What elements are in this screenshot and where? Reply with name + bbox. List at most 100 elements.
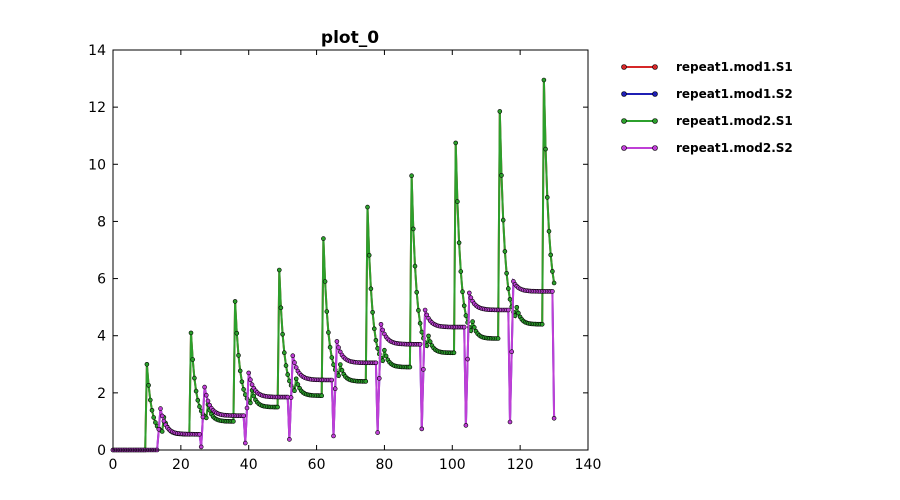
data-point bbox=[380, 327, 386, 333]
data-point bbox=[419, 329, 425, 335]
data-point bbox=[283, 363, 289, 368]
data-point bbox=[193, 388, 199, 394]
data-point bbox=[244, 405, 250, 411]
data-point bbox=[370, 309, 375, 315]
data-point bbox=[149, 407, 155, 413]
y-tick-label: 8 bbox=[97, 214, 106, 230]
data-point bbox=[417, 341, 423, 347]
y-tick-label: 12 bbox=[88, 100, 106, 116]
data-point bbox=[458, 269, 464, 274]
data-point bbox=[331, 433, 336, 439]
data-point bbox=[514, 304, 520, 310]
x-tick-label: 40 bbox=[240, 457, 258, 473]
legend-label: repeat1.mod2.S1 bbox=[676, 114, 793, 128]
data-point bbox=[502, 249, 508, 254]
data-point bbox=[329, 355, 335, 360]
data-point bbox=[551, 280, 557, 286]
data-point bbox=[455, 199, 460, 204]
data-point bbox=[419, 426, 425, 432]
data-point bbox=[293, 376, 299, 382]
data-point bbox=[292, 388, 297, 394]
data-point bbox=[144, 361, 150, 367]
data-point bbox=[451, 350, 457, 356]
data-point bbox=[324, 309, 330, 314]
data-point bbox=[500, 217, 506, 223]
data-point bbox=[159, 429, 165, 434]
data-point bbox=[463, 313, 469, 318]
data-point bbox=[290, 353, 296, 359]
data-point bbox=[497, 109, 503, 114]
data-point bbox=[543, 146, 548, 152]
data-point bbox=[499, 173, 504, 178]
data-point bbox=[509, 349, 515, 355]
data-point bbox=[417, 320, 423, 326]
data-point bbox=[463, 423, 469, 428]
data-point bbox=[151, 415, 156, 420]
data-point bbox=[192, 375, 197, 381]
legend-label: repeat1.mod1.S2 bbox=[676, 87, 793, 101]
y-tick-label: 6 bbox=[97, 272, 106, 288]
data-point bbox=[505, 307, 511, 313]
data-point bbox=[504, 270, 509, 276]
data-point bbox=[466, 290, 472, 296]
data-point bbox=[416, 308, 421, 313]
legend-marker bbox=[621, 118, 627, 124]
data-point bbox=[237, 368, 243, 374]
y-tick-label: 10 bbox=[88, 157, 106, 173]
data-point bbox=[327, 344, 333, 350]
data-point bbox=[366, 252, 372, 258]
data-point bbox=[321, 236, 326, 241]
data-point bbox=[378, 321, 384, 327]
series-line bbox=[113, 79, 556, 451]
data-point bbox=[287, 437, 292, 442]
data-point bbox=[236, 353, 241, 358]
data-point bbox=[427, 339, 433, 345]
data-point bbox=[453, 140, 459, 146]
data-point bbox=[156, 426, 162, 432]
data-point bbox=[146, 382, 151, 388]
data-point bbox=[539, 321, 545, 327]
legend-marker bbox=[621, 64, 627, 70]
data-point bbox=[336, 373, 341, 379]
legend-label: repeat1.mod2.S2 bbox=[676, 141, 793, 155]
data-point bbox=[422, 307, 428, 313]
data-point bbox=[368, 286, 374, 292]
y-tick-label: 0 bbox=[97, 443, 106, 459]
series-mod1-s1 bbox=[113, 79, 556, 451]
data-point bbox=[470, 319, 475, 324]
data-point bbox=[241, 413, 246, 419]
data-point bbox=[280, 331, 285, 337]
data-point bbox=[246, 370, 251, 376]
series-line bbox=[113, 79, 556, 451]
data-point bbox=[505, 286, 511, 291]
data-point bbox=[161, 418, 167, 424]
data-point bbox=[275, 404, 280, 410]
data-point bbox=[495, 336, 501, 341]
data-point bbox=[326, 330, 331, 335]
data-point bbox=[424, 343, 430, 349]
data-point bbox=[407, 364, 413, 370]
x-tick-label: 20 bbox=[172, 457, 190, 473]
data-point bbox=[373, 337, 379, 343]
legend-marker bbox=[652, 118, 658, 124]
data-point bbox=[202, 384, 207, 390]
data-point bbox=[288, 395, 294, 400]
legend-marker bbox=[652, 145, 658, 151]
legend-label: repeat1.mod1.S1 bbox=[676, 60, 793, 74]
data-point bbox=[456, 240, 462, 246]
data-point bbox=[234, 330, 240, 336]
data-point bbox=[336, 345, 341, 350]
data-point bbox=[205, 398, 211, 404]
data-point bbox=[232, 299, 238, 304]
data-point bbox=[550, 289, 555, 294]
data-point bbox=[332, 386, 338, 392]
data-point bbox=[421, 367, 426, 372]
data-point bbox=[337, 362, 343, 367]
data-point bbox=[544, 195, 550, 200]
x-tick-label: 140 bbox=[575, 457, 602, 473]
data-point bbox=[153, 420, 158, 425]
data-point bbox=[376, 376, 382, 381]
data-point bbox=[548, 252, 554, 258]
data-point bbox=[460, 289, 465, 295]
data-point bbox=[412, 263, 418, 269]
